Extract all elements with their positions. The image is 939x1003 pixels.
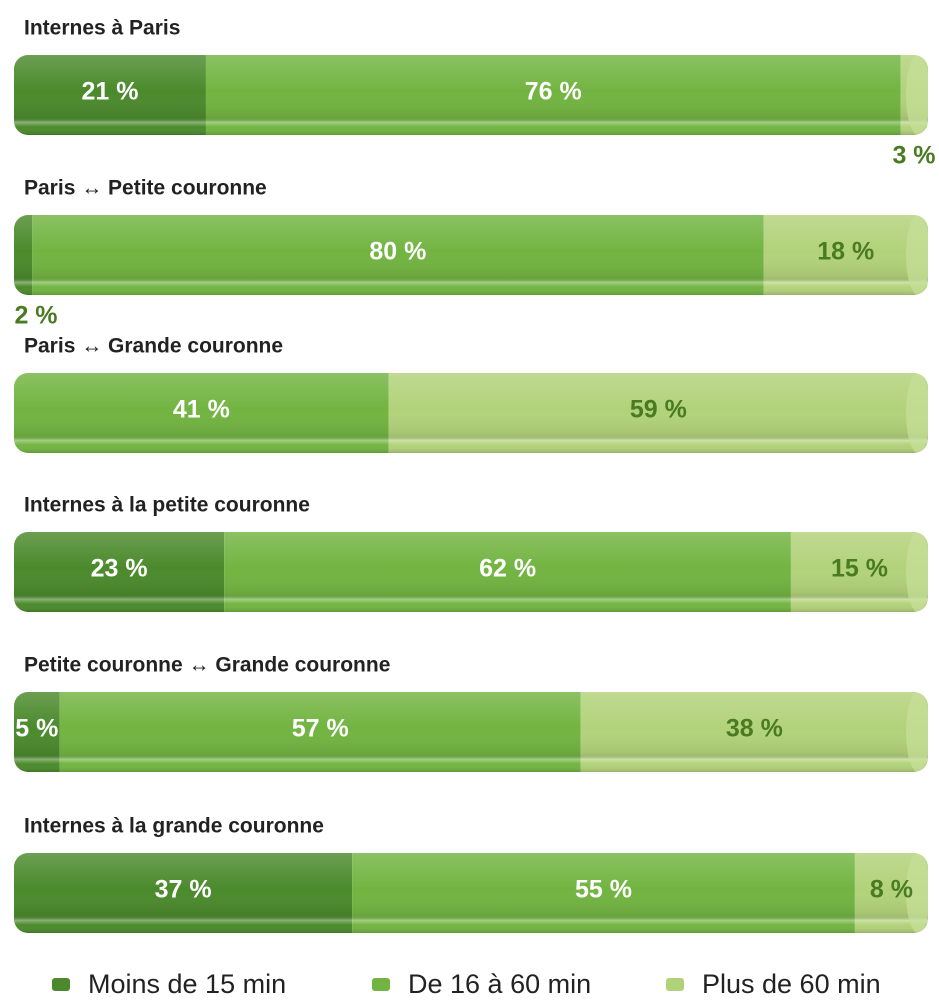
legend-swatch: [666, 978, 684, 991]
value-label: 76 %: [525, 78, 582, 106]
value-label: 55 %: [575, 876, 632, 904]
row-title: Paris ↔ Grande couronne: [24, 335, 283, 358]
legend-label: Moins de 15 min: [88, 969, 286, 999]
bar-group: [14, 55, 928, 135]
bar-shine: [14, 373, 928, 453]
value-label: 37 %: [155, 876, 212, 904]
bar-end: [906, 853, 928, 933]
value-label: 2 %: [14, 302, 57, 330]
bar-group: [14, 215, 928, 295]
bar-end: [906, 373, 928, 453]
value-label: 18 %: [817, 238, 874, 266]
bar-end: [906, 532, 928, 612]
bar-end: [906, 215, 928, 295]
legend-swatch: [52, 978, 70, 991]
bar-shine: [14, 853, 928, 933]
bar-group: [14, 692, 928, 772]
bar-shine: [14, 55, 928, 135]
value-label: 5 %: [15, 715, 58, 743]
value-label: 23 %: [91, 555, 148, 583]
bar-group: [14, 853, 928, 933]
row-title: Paris ↔ Petite couronne: [24, 177, 267, 200]
bar-shine: [14, 532, 928, 612]
bar-group: [14, 373, 928, 453]
legend-swatch: [372, 978, 390, 991]
legend-label: Plus de 60 min: [702, 969, 881, 999]
value-label: 62 %: [479, 555, 536, 583]
value-label: 8 %: [870, 876, 913, 904]
row-title: Internes à la petite couronne: [24, 494, 310, 517]
value-label: 57 %: [292, 715, 349, 743]
bar-shine: [14, 215, 928, 295]
bar-end: [906, 692, 928, 772]
value-label: 3 %: [892, 142, 935, 170]
value-label: 38 %: [726, 715, 783, 743]
value-label: 21 %: [81, 78, 138, 106]
row-title: Petite couronne ↔ Grande couronne: [24, 654, 390, 677]
row-title: Internes à la grande couronne: [24, 815, 324, 838]
legend-label: De 16 à 60 min: [408, 969, 591, 999]
bar-end: [906, 55, 928, 135]
value-label: 15 %: [831, 555, 888, 583]
value-label: 41 %: [173, 396, 230, 424]
row-title: Internes à Paris: [24, 17, 180, 40]
bar-group: [14, 532, 928, 612]
bar-shine: [14, 692, 928, 772]
value-label: 59 %: [630, 396, 687, 424]
value-label: 80 %: [369, 238, 426, 266]
